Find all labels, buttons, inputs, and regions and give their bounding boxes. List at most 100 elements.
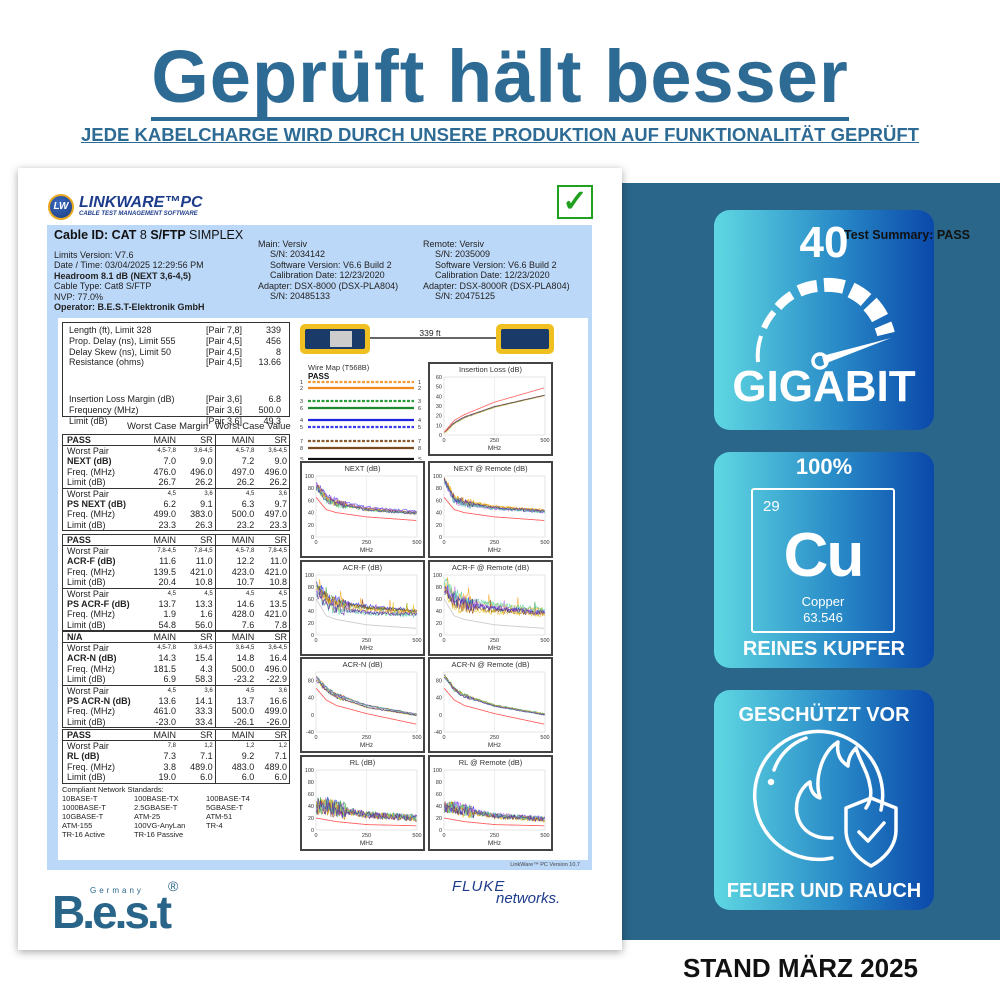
x-axis-label: MHz [488, 547, 501, 554]
y-tick-label: 0 [439, 633, 442, 639]
table-row: Freq. (MHz) 461.0 33.3 500.0 499.0 [63, 706, 289, 717]
x-tick-label: 250 [490, 540, 499, 546]
badge-fire-top: GESCHÜTZT VOR [738, 704, 910, 726]
table-row: Limit (dB) 20.4 10.8 10.7 10.8 [63, 577, 289, 588]
y-tick-label: 20 [436, 816, 442, 822]
row-label: Freq. (MHz) [67, 466, 115, 477]
pin-label-right: S [418, 457, 422, 460]
column-header: MAIN [153, 730, 177, 740]
table-row: Freq. (MHz) 3.8 489.0 483.0 489.0 [63, 761, 289, 773]
unit-info-line: S/N: 2034142 [270, 249, 326, 260]
table-row: Limit (dB) -23.0 33.4 -26.1 -26.0 [63, 716, 289, 728]
table-cell: 14.6 [214, 598, 254, 610]
cable-id: Cable ID: CAT 8 S/FTP SIMPLEX [54, 228, 244, 242]
x-tick-label: 0 [314, 638, 317, 644]
table-cell: 4,5 [167, 687, 176, 694]
badge-copper-top: 100% [795, 454, 853, 479]
y-tick-label: -40 [434, 730, 442, 736]
column-header: SR [274, 632, 287, 642]
limit-line [443, 688, 545, 725]
linkware-logo-name: LINKWARE™PC [79, 194, 203, 211]
table-cell: 13.7 [214, 695, 254, 707]
table-cell: 26.2 [195, 477, 213, 488]
pin-label-left: 3 [300, 399, 303, 405]
table-cell: -22.9 [266, 674, 287, 685]
measured-series-line [316, 588, 417, 616]
table-cell: 500.0 [214, 663, 254, 675]
table-cell: 1.9 [163, 609, 176, 620]
summary-label: Insertion Loss Margin (dB) [69, 394, 175, 405]
column-header: MAIN [153, 435, 177, 445]
chart-svg: 0 250 500 0 10 20 30 40 50 60 MHz [436, 375, 550, 452]
y-tick-label: 100 [305, 768, 314, 774]
measured-series-line [316, 590, 417, 617]
table-cell: 11.0 [270, 556, 287, 567]
chart-panel: NEXT @ Remote (dB) 0 250 500 0 20 40 60 80 100 MHz [428, 461, 553, 558]
summary-pair: [Pair 3,6] [206, 394, 243, 405]
pin-label-left: 6 [300, 406, 303, 412]
table-row: ACR-F (dB) 11.6 11.0 12.2 11.0 [63, 556, 289, 567]
table-row: PS NEXT (dB) 6.2 9.1 6.3 9.7 [63, 498, 289, 510]
table-row: Limit (dB) 54.8 56.0 7.6 7.8 [63, 619, 289, 631]
table-row: Limit (dB) 26.7 26.2 26.2 26.2 [63, 477, 289, 488]
table-cell: 11.0 [195, 556, 213, 567]
table-status: PASS [67, 535, 91, 545]
limit-line [443, 598, 545, 629]
table-cell: 3,6-4,5 [268, 447, 287, 454]
pin-label-left: 4 [300, 418, 303, 424]
table-cell: 3,6-4,5 [193, 447, 213, 454]
results-table: N/A MAIN SR MAIN SR Worst Pair 4,5-7,8 3,6-4,5 3… [62, 631, 290, 729]
y-tick-label: 80 [436, 679, 442, 685]
summary-value: 49.3 [263, 415, 281, 426]
row-label: Worst Pair [67, 740, 109, 751]
y-tick-label: 0 [311, 828, 314, 834]
pin-label-right: 5 [418, 425, 421, 431]
table-cell: 26.2 [269, 477, 287, 488]
table-cell: 3,6-4,5 [214, 642, 254, 654]
row-label: Limit (dB) [67, 519, 106, 530]
periodic-element-box: 29 Cu Copper 63.546 [751, 488, 895, 633]
info-line: Operator: B.E.S.T-Elektronik GmbH [54, 302, 205, 313]
table-row: ACR-N (dB) 14.3 15.4 14.8 16.4 [63, 653, 289, 664]
column-header: MAIN [214, 632, 254, 642]
x-tick-label: 0 [314, 833, 317, 839]
y-tick-label: 20 [308, 621, 314, 627]
y-tick-label: 60 [436, 792, 442, 798]
table-cell: 23.2 [214, 519, 254, 531]
unit-info-line: Calibration Date: 12/23/2020 [270, 270, 385, 281]
table-cell: 6.0 [274, 772, 287, 783]
standards-list: 10BASE-T 100BASE-TX 100BASE-T4 1000BASE-T 2.… [62, 794, 292, 839]
x-axis-label: MHz [488, 840, 501, 847]
y-tick-label: 100 [305, 474, 314, 480]
table-cell: 26.2 [214, 477, 254, 488]
table-cell: -23.2 [214, 674, 254, 685]
unit-info-line: S/N: 20475125 [435, 291, 496, 302]
table-cell: 461.0 [153, 706, 176, 717]
table-header: PASS MAIN SR MAIN SR [63, 535, 289, 546]
x-tick-label: 500 [540, 638, 549, 644]
table-cell: 56.0 [195, 619, 213, 630]
measured-series-line [444, 589, 545, 615]
x-tick-label: 250 [490, 833, 499, 839]
table-cell: 58.3 [195, 674, 213, 685]
standard-item: TR-16 Passive [134, 830, 184, 839]
chart-svg: 0 250 500 0 20 40 60 80 100 MHz [433, 768, 550, 847]
table-header: PASS MAIN SR MAIN SR [63, 435, 289, 446]
table-cell: 10.8 [269, 577, 287, 588]
y-tick-label: 20 [436, 414, 442, 420]
table-cell: 7.1 [200, 751, 213, 762]
fluke-logo-bottom: networks. [496, 890, 561, 907]
pin-label-left: 8 [300, 446, 303, 452]
y-tick-label: 20 [436, 621, 442, 627]
summary-pair: [Pair 4,5] [206, 346, 243, 357]
x-tick-label: 250 [490, 735, 499, 741]
x-tick-label: 250 [490, 438, 499, 444]
pin-label-right: 4 [418, 418, 421, 424]
table-cell: 9.1 [200, 498, 213, 509]
summary-value: 500.0 [258, 405, 281, 415]
chart-title: RL (dB) [349, 758, 376, 767]
table-cell: 3,6-4,5 [268, 644, 287, 651]
table-row: Freq. (MHz) 181.5 4.3 500.0 496.0 [63, 663, 289, 675]
pin-label-right: 8 [418, 446, 421, 452]
